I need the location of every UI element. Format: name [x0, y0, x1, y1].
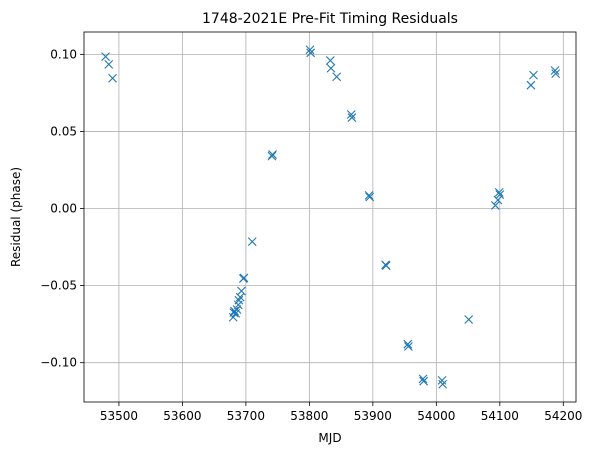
x-tick-label: 53800 — [290, 409, 328, 423]
data-point-stroke — [101, 52, 110, 62]
data-point-stroke — [437, 376, 447, 385]
data-point — [306, 48, 316, 58]
data-point — [551, 69, 561, 79]
data-point-stroke — [108, 73, 117, 83]
data-point — [305, 45, 315, 55]
y-tick-label: 0.05 — [50, 124, 77, 138]
data-point-stroke — [418, 374, 428, 384]
data-point — [419, 376, 429, 386]
data-point-stroke — [237, 286, 246, 296]
data-point — [438, 379, 448, 389]
data-point — [403, 339, 413, 349]
data-point-stroke — [364, 191, 374, 200]
data-point-stroke — [104, 59, 114, 69]
data-point — [437, 376, 447, 385]
data-point-stroke — [403, 339, 413, 349]
data-point-stroke — [247, 237, 257, 247]
data-point — [268, 150, 277, 159]
data-point-stroke — [495, 190, 505, 200]
y-tick-label: −0.05 — [40, 279, 77, 293]
data-point — [326, 63, 336, 73]
data-point — [239, 273, 249, 283]
data-point — [495, 190, 505, 200]
x-tick-label: 53500 — [100, 409, 138, 423]
y-axis-label: Residual (phase) — [9, 167, 23, 267]
x-tick-label: 54100 — [481, 409, 519, 423]
data-point-stroke — [381, 261, 391, 270]
x-axis-label: MJD — [318, 431, 341, 445]
x-tick-label: 54000 — [417, 409, 455, 423]
data-point — [494, 187, 504, 197]
data-point — [267, 151, 277, 161]
data-point-stroke — [419, 376, 429, 386]
data-point — [526, 80, 536, 90]
data-point — [464, 315, 474, 324]
data-point-stroke — [404, 342, 413, 351]
data-point — [365, 192, 375, 202]
x-tick-label: 53700 — [227, 409, 265, 423]
data-point — [381, 261, 391, 270]
data-point — [364, 191, 374, 200]
data-point-stroke — [365, 192, 375, 202]
data-point-stroke — [347, 113, 357, 122]
data-point — [404, 342, 413, 351]
y-tick-label: 0.00 — [50, 202, 77, 216]
data-point-stroke — [551, 69, 561, 79]
x-tick-label: 53900 — [354, 409, 392, 423]
data-point-stroke — [550, 66, 560, 75]
data-point — [247, 237, 257, 247]
data-point-stroke — [464, 315, 474, 324]
data-point — [493, 195, 503, 205]
data-point — [418, 374, 428, 384]
data-point-stroke — [326, 63, 336, 73]
data-point — [490, 201, 500, 210]
chart-title: 1748-2021E Pre-Fit Timing Residuals — [202, 11, 458, 27]
data-point-stroke — [267, 151, 277, 161]
data-point-stroke — [235, 292, 245, 302]
data-point — [237, 286, 246, 296]
x-tick-label: 53600 — [163, 409, 201, 423]
data-point-stroke — [438, 379, 448, 389]
data-point-stroke — [306, 48, 316, 58]
data-point-stroke — [490, 201, 500, 210]
x-tick-label: 54200 — [544, 409, 582, 423]
data-point — [332, 72, 342, 82]
y-tick-label: −0.10 — [40, 356, 77, 370]
data-point — [550, 66, 560, 75]
data-point — [230, 306, 239, 316]
data-point-stroke — [493, 195, 503, 205]
y-tick-label: 0.10 — [50, 47, 77, 61]
data-point — [234, 295, 244, 305]
axis-ticks: 53500 53600 53700 53800 53900 54000 54100 54200… — [40, 47, 582, 423]
data-point-stroke — [494, 187, 504, 197]
data-points — [101, 45, 561, 389]
data-point — [101, 52, 110, 62]
data-point — [346, 110, 356, 119]
data-point-stroke — [239, 273, 249, 283]
data-point — [529, 70, 538, 80]
data-point — [104, 59, 114, 69]
data-point-stroke — [268, 150, 277, 159]
data-point — [347, 113, 357, 122]
data-point-stroke — [526, 80, 536, 90]
axes-frame — [83, 31, 577, 403]
grid-lines — [84, 32, 576, 402]
data-point-stroke — [346, 110, 356, 119]
data-point-stroke — [332, 72, 342, 82]
data-point-stroke — [230, 306, 239, 316]
data-point-stroke — [305, 45, 315, 55]
data-point-stroke — [529, 70, 538, 80]
data-point-stroke — [325, 56, 335, 65]
data-point — [108, 73, 117, 83]
data-point-stroke — [234, 295, 244, 305]
data-point — [325, 56, 335, 65]
